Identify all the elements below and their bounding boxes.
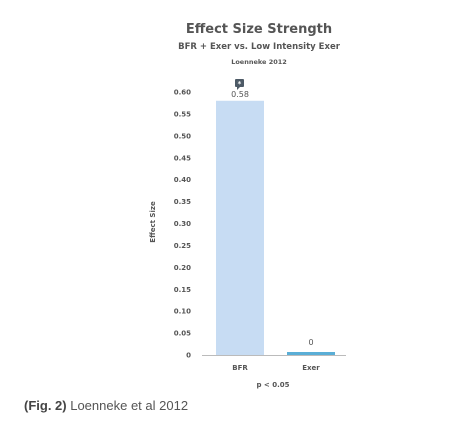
y-tick-label: 0.35 <box>174 198 191 206</box>
figure-caption-number: (Fig. 2) <box>24 398 67 413</box>
y-axis-label: Effect Size <box>149 201 157 243</box>
y-tick-label: 0.60 <box>174 89 191 97</box>
x-tick-labels: BFR Exer <box>232 364 320 372</box>
y-tick-label: 0.50 <box>174 132 191 140</box>
figure-caption-text: Loenneke et al 2012 <box>66 398 189 413</box>
data-label: 0.58 <box>231 90 249 99</box>
y-tick-label: 0.10 <box>174 308 191 316</box>
bar-exer <box>287 352 335 355</box>
y-tick-label: 0 <box>186 352 191 360</box>
y-tick-label: 0.20 <box>174 264 191 272</box>
figure-caption: (Fig. 2) Loenneke et al 2012 <box>24 398 188 413</box>
y-tick-label: 0.55 <box>174 110 191 118</box>
chart-source: Loenneke 2012 <box>231 58 287 66</box>
chart-title: Effect Size Strength <box>186 22 332 37</box>
y-tick-label: 0.45 <box>174 154 191 162</box>
y-tick-label: 0.15 <box>174 286 191 294</box>
chart-svg: Effect Size Strength BFR + Exer vs. Low … <box>149 22 346 389</box>
data-labels: 0.58 0 <box>231 90 313 347</box>
y-tick-label: 0.30 <box>174 220 191 228</box>
x-tick-label: BFR <box>232 364 248 372</box>
chart-subtitle: BFR + Exer vs. Low Intensity Exer <box>178 42 341 52</box>
y-tick-label: 0.40 <box>174 176 191 184</box>
x-tick-label: Exer <box>302 364 320 372</box>
bars <box>216 100 335 356</box>
bar-bfr <box>216 100 264 356</box>
svg-text:*: * <box>238 80 242 88</box>
y-tick-label: 0.05 <box>174 330 191 338</box>
speech-bubble-icon: * <box>235 79 244 90</box>
data-label: 0 <box>308 338 313 347</box>
y-tick-label: 0.25 <box>174 242 191 250</box>
y-tick-labels: 0 0.05 0.10 0.15 0.20 0.25 0.30 0.35 0.40 0.45 0.5… <box>174 89 191 360</box>
x-axis-label: p < 0.05 <box>256 381 289 389</box>
